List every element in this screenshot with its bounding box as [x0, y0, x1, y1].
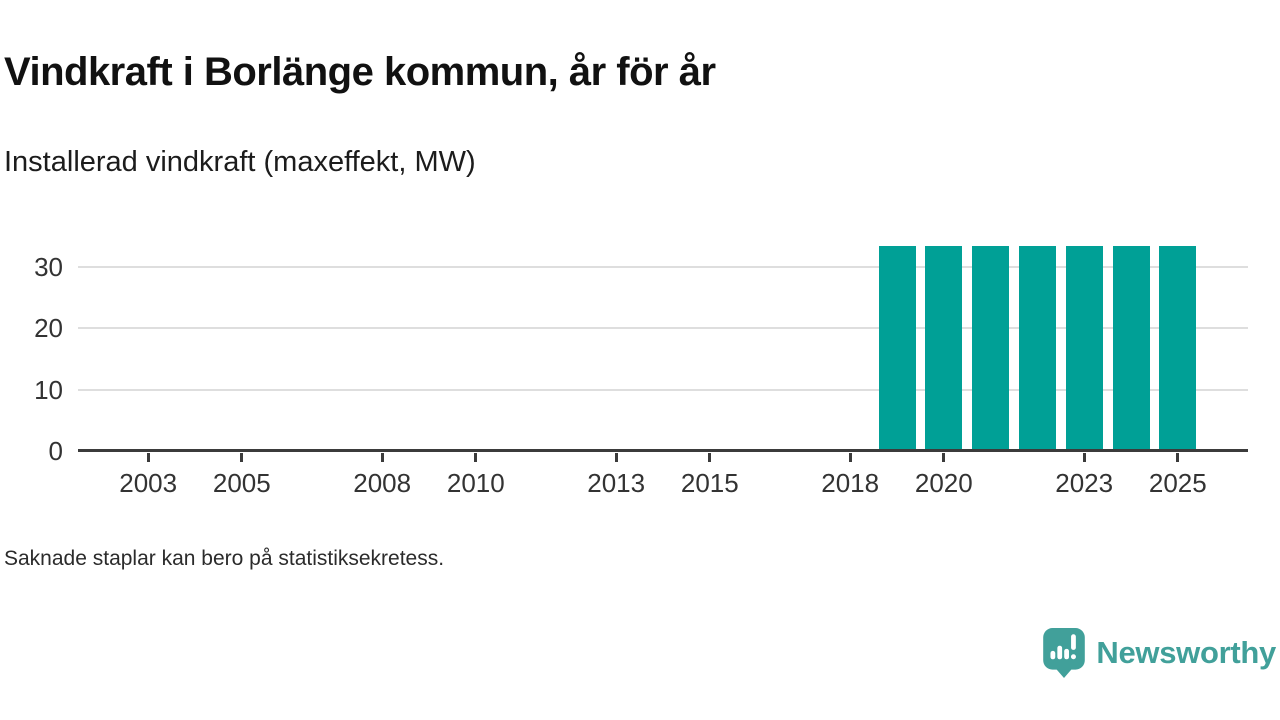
x-axis-label: 2025	[1148, 468, 1207, 498]
x-axis-tick-2013	[614, 453, 618, 462]
x-axis-tick-2003	[146, 453, 150, 462]
x-axis-tick-2010	[474, 453, 478, 462]
x-axis-label: 2018	[821, 468, 880, 498]
plot-area: 0 10 20 30 2003 2005 2008 2010 2013 2015 2018 2020 2…	[34, 240, 1248, 498]
x-axis-tick-2008	[380, 453, 384, 462]
chart-title: Vindkraft i Borlänge kommun, år för år	[4, 50, 716, 94]
x-axis-tick-2005	[240, 453, 244, 462]
x-axis-tick-2023	[1082, 453, 1086, 462]
x-axis-tick-2015	[708, 453, 712, 462]
x-axis-label: 2010	[446, 468, 505, 498]
x-axis-label: 2003	[119, 468, 178, 498]
x-axis-label: 2015	[680, 468, 739, 498]
y-axis-label: 30	[34, 251, 63, 282]
y-axis-label: 20	[34, 313, 63, 343]
bar-2024	[1112, 246, 1150, 449]
gridline-y-10	[78, 388, 1248, 391]
x-axis-label: 2005	[212, 468, 271, 498]
bar-2021	[972, 246, 1010, 449]
y-axis-label: 10	[34, 374, 63, 405]
x-axis-label: 2023	[1055, 468, 1114, 498]
gridline-y-20	[78, 327, 1248, 329]
footnote: Saknade staplar kan bero på statistiksek…	[4, 547, 445, 570]
bar-2019	[878, 246, 916, 449]
chart-subtitle: Installerad vindkraft (maxeffekt, MW)	[4, 146, 476, 178]
gridline-y-30	[78, 265, 1248, 268]
x-axis-label: 2008	[353, 468, 412, 498]
x-axis-label: 2013	[587, 468, 646, 498]
x-axis-tick-2020	[942, 453, 946, 462]
bar-2022	[1018, 246, 1056, 449]
bar-2025	[1159, 246, 1197, 449]
x-axis-line	[78, 449, 1248, 452]
newsworthy-logo-text: Newsworthy	[1096, 635, 1276, 670]
x-axis-tick-2025	[1176, 453, 1180, 462]
x-axis-label: 2020	[914, 468, 973, 498]
x-axis-tick-2018	[848, 453, 852, 462]
bar-2023	[1065, 246, 1103, 449]
y-axis-label: 0	[48, 436, 63, 466]
newsworthy-logo-icon	[1043, 628, 1086, 678]
bar-2020	[925, 246, 963, 449]
newsworthy-logo: Newsworthy	[1041, 626, 1276, 680]
